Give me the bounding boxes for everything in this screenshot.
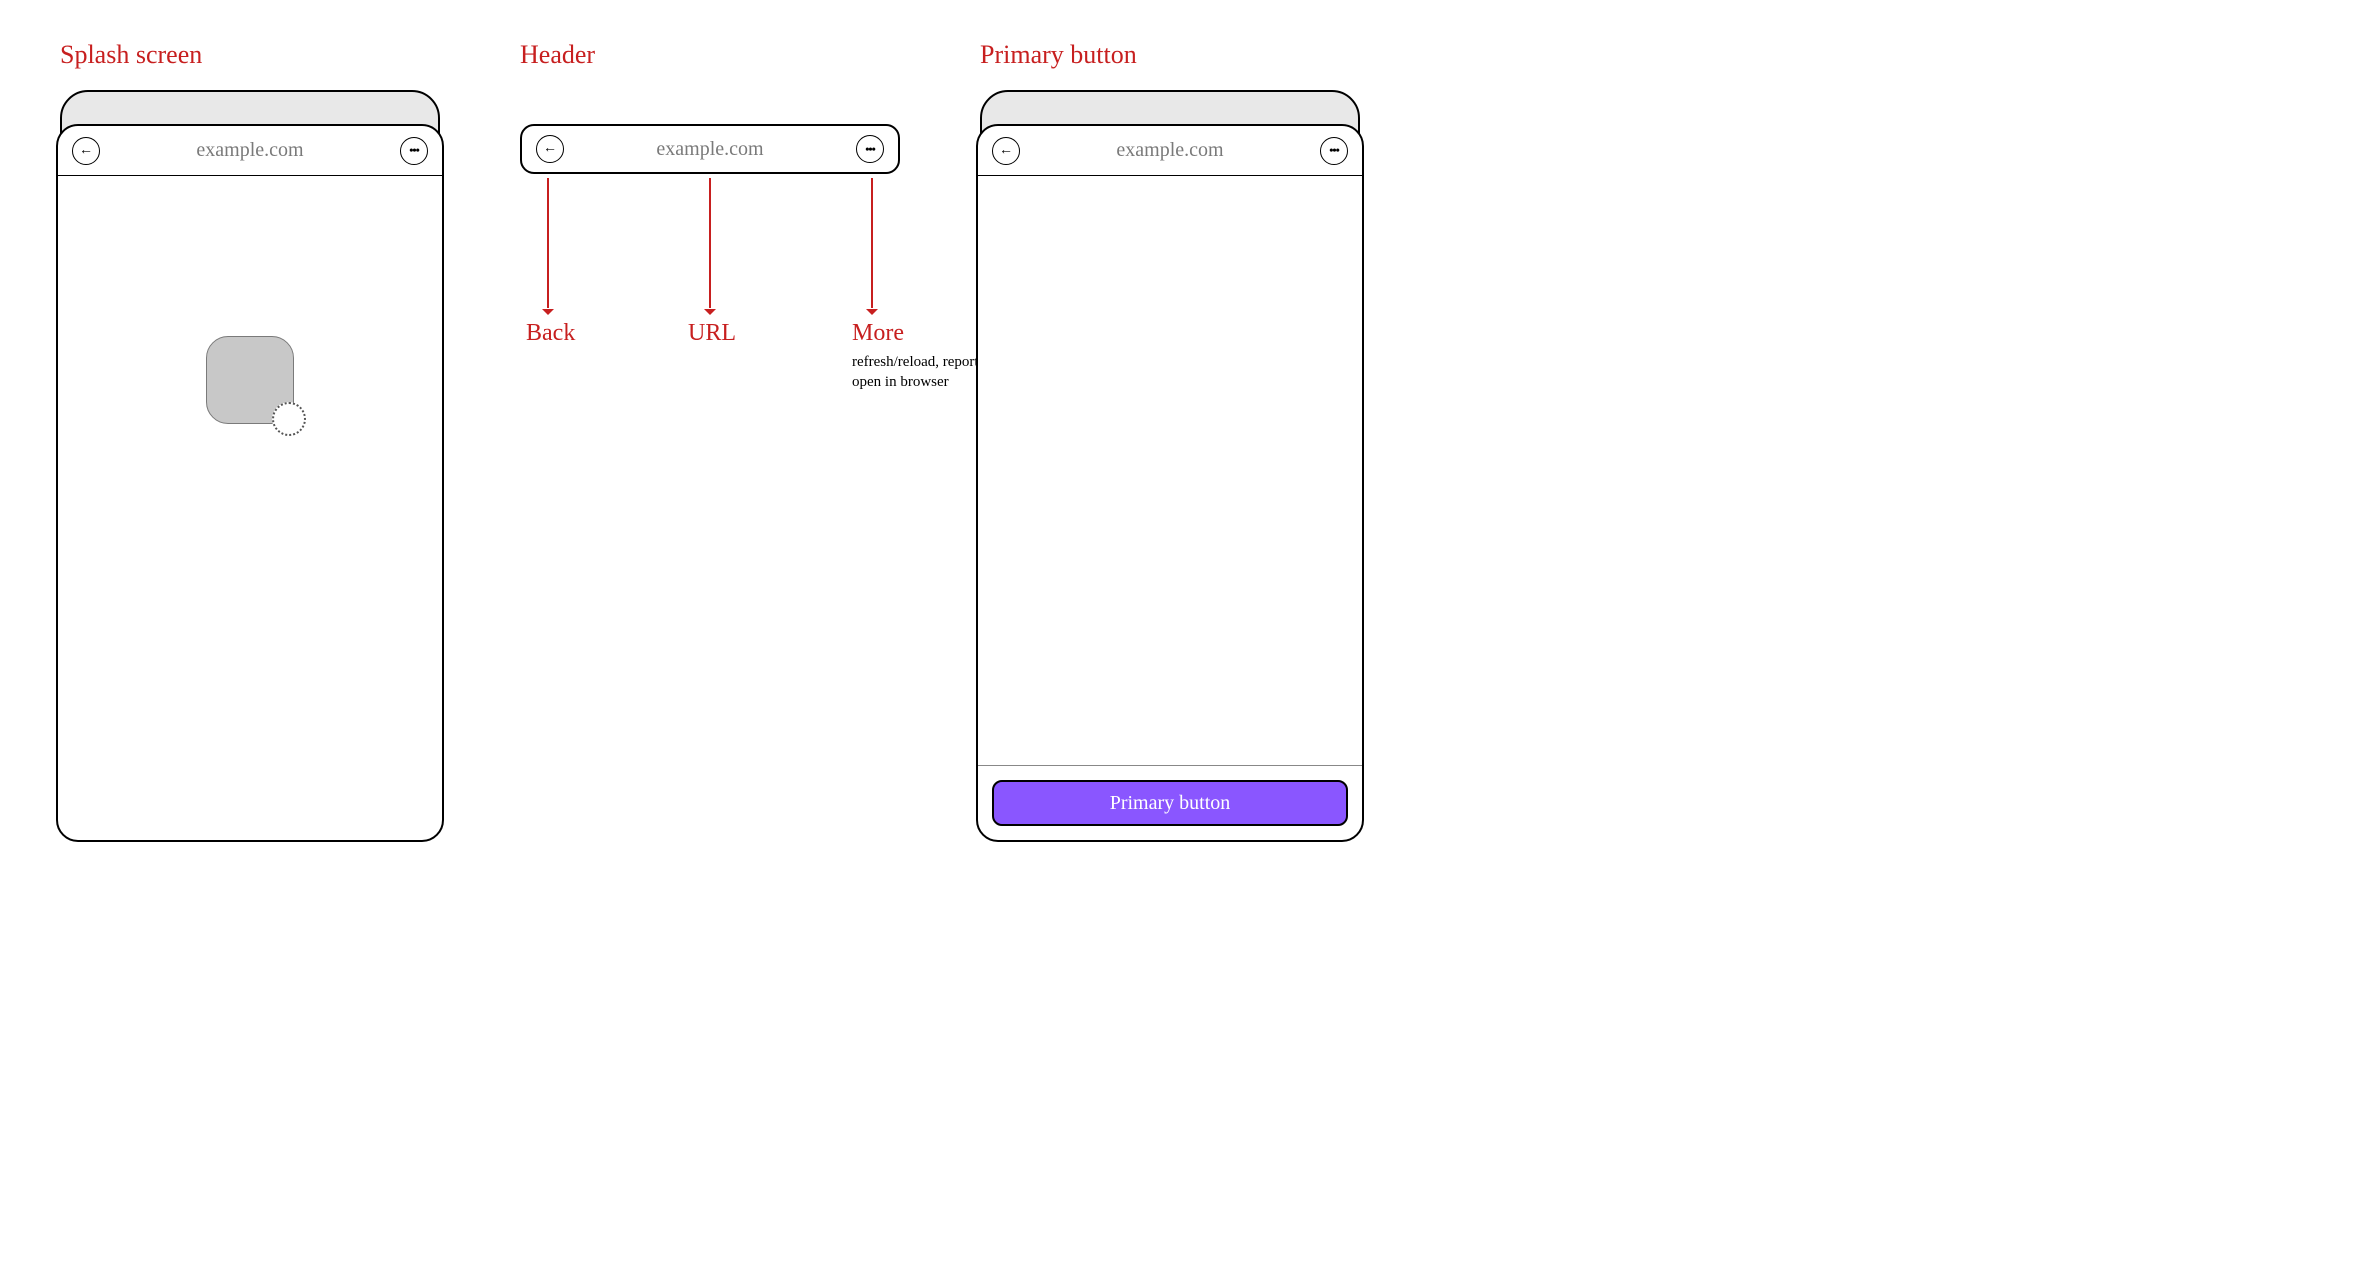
primary-button-label: Primary button bbox=[1110, 792, 1231, 815]
webview-body bbox=[58, 176, 442, 840]
phone-frame-primary: ← example.com ••• Primary button bbox=[980, 90, 1360, 840]
panel-title-primary: Primary button bbox=[980, 40, 1137, 70]
annotation-area: Back URL More refresh/reload, report, sh… bbox=[520, 174, 900, 434]
more-horizontal-icon: ••• bbox=[409, 143, 419, 158]
spinner-icon bbox=[272, 402, 306, 436]
phone-screen: ← example.com ••• bbox=[56, 124, 444, 842]
annotation-arrow-back bbox=[547, 178, 549, 308]
annotation-arrow-more bbox=[871, 178, 873, 308]
more-horizontal-icon: ••• bbox=[865, 142, 875, 157]
panel-title-splash: Splash screen bbox=[60, 40, 202, 70]
url-label: example.com bbox=[112, 139, 388, 162]
more-button[interactable]: ••• bbox=[1320, 137, 1348, 165]
phone-frame-splash: ← example.com ••• bbox=[60, 90, 440, 840]
url-label: example.com bbox=[1032, 139, 1308, 162]
annotation-label-url: URL bbox=[688, 320, 736, 347]
webview-footer: Primary button bbox=[978, 765, 1362, 840]
panel-header: Header ← example.com ••• Back URL More r… bbox=[520, 40, 900, 434]
webview-header: ← example.com ••• bbox=[58, 126, 442, 176]
back-button[interactable]: ← bbox=[72, 137, 100, 165]
webview-header: ← example.com ••• bbox=[978, 126, 1362, 176]
arrow-left-icon: ← bbox=[79, 143, 93, 159]
more-button[interactable]: ••• bbox=[400, 137, 428, 165]
primary-button[interactable]: Primary button bbox=[992, 780, 1348, 826]
annotation-arrow-url bbox=[709, 178, 711, 308]
webview-header-standalone: ← example.com ••• bbox=[520, 124, 900, 174]
splash-placeholder bbox=[206, 336, 294, 424]
header-standalone-wrap: ← example.com ••• Back URL More refresh/… bbox=[520, 124, 900, 434]
arrow-left-icon: ← bbox=[543, 141, 557, 157]
panel-splash: Splash screen ← example.com ••• bbox=[60, 40, 440, 840]
webview-body bbox=[978, 176, 1362, 765]
panel-primary: Primary button ← example.com ••• Primary… bbox=[980, 40, 1360, 840]
more-button[interactable]: ••• bbox=[856, 135, 884, 163]
url-label: example.com bbox=[576, 138, 844, 161]
back-button[interactable]: ← bbox=[992, 137, 1020, 165]
phone-screen: ← example.com ••• Primary button bbox=[976, 124, 1364, 842]
back-button[interactable]: ← bbox=[536, 135, 564, 163]
more-horizontal-icon: ••• bbox=[1329, 143, 1339, 158]
arrow-left-icon: ← bbox=[999, 143, 1013, 159]
annotation-label-back: Back bbox=[526, 320, 575, 347]
panel-title-header: Header bbox=[520, 40, 595, 70]
annotation-label-more: More bbox=[852, 320, 904, 347]
